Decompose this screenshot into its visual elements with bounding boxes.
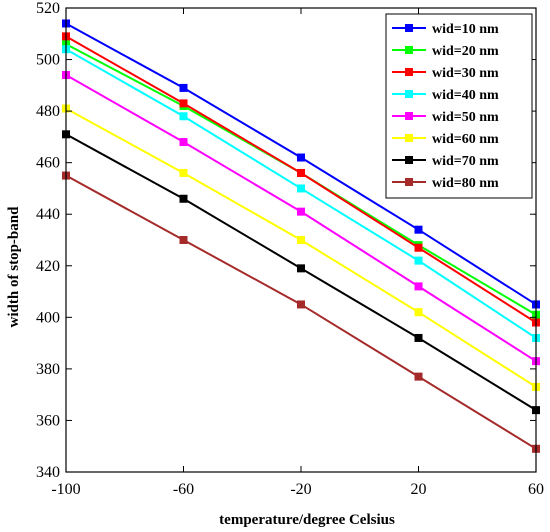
legend-label: wid=80 nm	[432, 176, 499, 191]
legend-item: wid=20 nm	[392, 44, 499, 59]
legend-marker	[405, 178, 413, 186]
legend-item: wid=10 nm	[392, 22, 499, 37]
data-point	[414, 372, 423, 381]
data-point	[297, 264, 305, 273]
legend-item: wid=80 nm	[392, 176, 499, 191]
legend: wid=10 nm wid=20 nm wid=30 nm wid=40 nm wid=…	[385, 13, 533, 199]
data-point	[297, 153, 305, 162]
data-point	[297, 168, 305, 177]
y-tick-label: 380	[36, 361, 60, 378]
y-tick-label: 500	[36, 52, 60, 69]
data-point	[297, 184, 305, 193]
legend-item: wid=30 nm	[392, 66, 499, 81]
legend-item: wid=60 nm	[392, 132, 499, 147]
y-tick-label: 420	[36, 258, 60, 275]
legend-marker	[405, 134, 413, 142]
legend-label: wid=70 nm	[432, 154, 499, 169]
legend-marker	[405, 112, 413, 120]
legend-item: wid=70 nm	[392, 154, 499, 169]
y-tick-label: 340	[36, 464, 60, 481]
legend-marker	[405, 156, 413, 164]
y-tick-label: 360	[36, 412, 60, 429]
data-point	[179, 194, 188, 203]
axes: -100 -60 -20 20 60 340 360 380 400 420 440 460 480 50…	[36, 0, 544, 498]
x-tick-label: 60	[528, 481, 544, 498]
data-point	[414, 256, 423, 265]
legend-item: wid=40 nm	[392, 88, 499, 103]
data-point	[414, 308, 423, 317]
legend-marker	[405, 24, 413, 32]
legend-label: wid=40 nm	[432, 88, 499, 103]
y-axis-label: width of stop-band	[6, 206, 22, 328]
data-point	[179, 236, 188, 244]
data-point	[297, 236, 305, 244]
x-tick-label: -60	[173, 481, 194, 498]
data-point	[179, 99, 188, 108]
x-tick-label: -20	[290, 481, 311, 498]
y-tick-label: 480	[36, 103, 60, 120]
y-tick-label: 520	[36, 0, 60, 17]
y-tick-label: 400	[36, 309, 60, 326]
y-tick-label: 440	[36, 206, 60, 223]
x-axis-label: temperature/degree Celsius	[219, 512, 395, 528]
legend-marker	[405, 90, 413, 98]
legend-label: wid=20 nm	[432, 44, 499, 59]
data-point	[414, 282, 423, 291]
data-point	[414, 225, 423, 234]
legend-item: wid=50 nm	[392, 110, 499, 125]
data-point	[179, 112, 188, 121]
legend-marker	[405, 68, 413, 76]
x-tick-label: -100	[51, 481, 80, 498]
data-point	[297, 300, 305, 309]
data-point	[179, 83, 188, 92]
legend-marker	[405, 46, 413, 54]
data-point	[179, 138, 188, 147]
legend-label: wid=10 nm	[432, 22, 499, 37]
y-tick-label: 460	[36, 155, 60, 172]
data-point	[414, 333, 423, 342]
x-tick-label: 20	[411, 481, 427, 498]
legend-label: wid=60 nm	[432, 132, 499, 147]
data-point	[297, 207, 305, 216]
legend-box	[385, 13, 533, 199]
data-point	[414, 243, 423, 252]
data-point	[179, 168, 188, 177]
legend-label: wid=30 nm	[432, 66, 499, 81]
legend-label: wid=50 nm	[432, 110, 499, 125]
